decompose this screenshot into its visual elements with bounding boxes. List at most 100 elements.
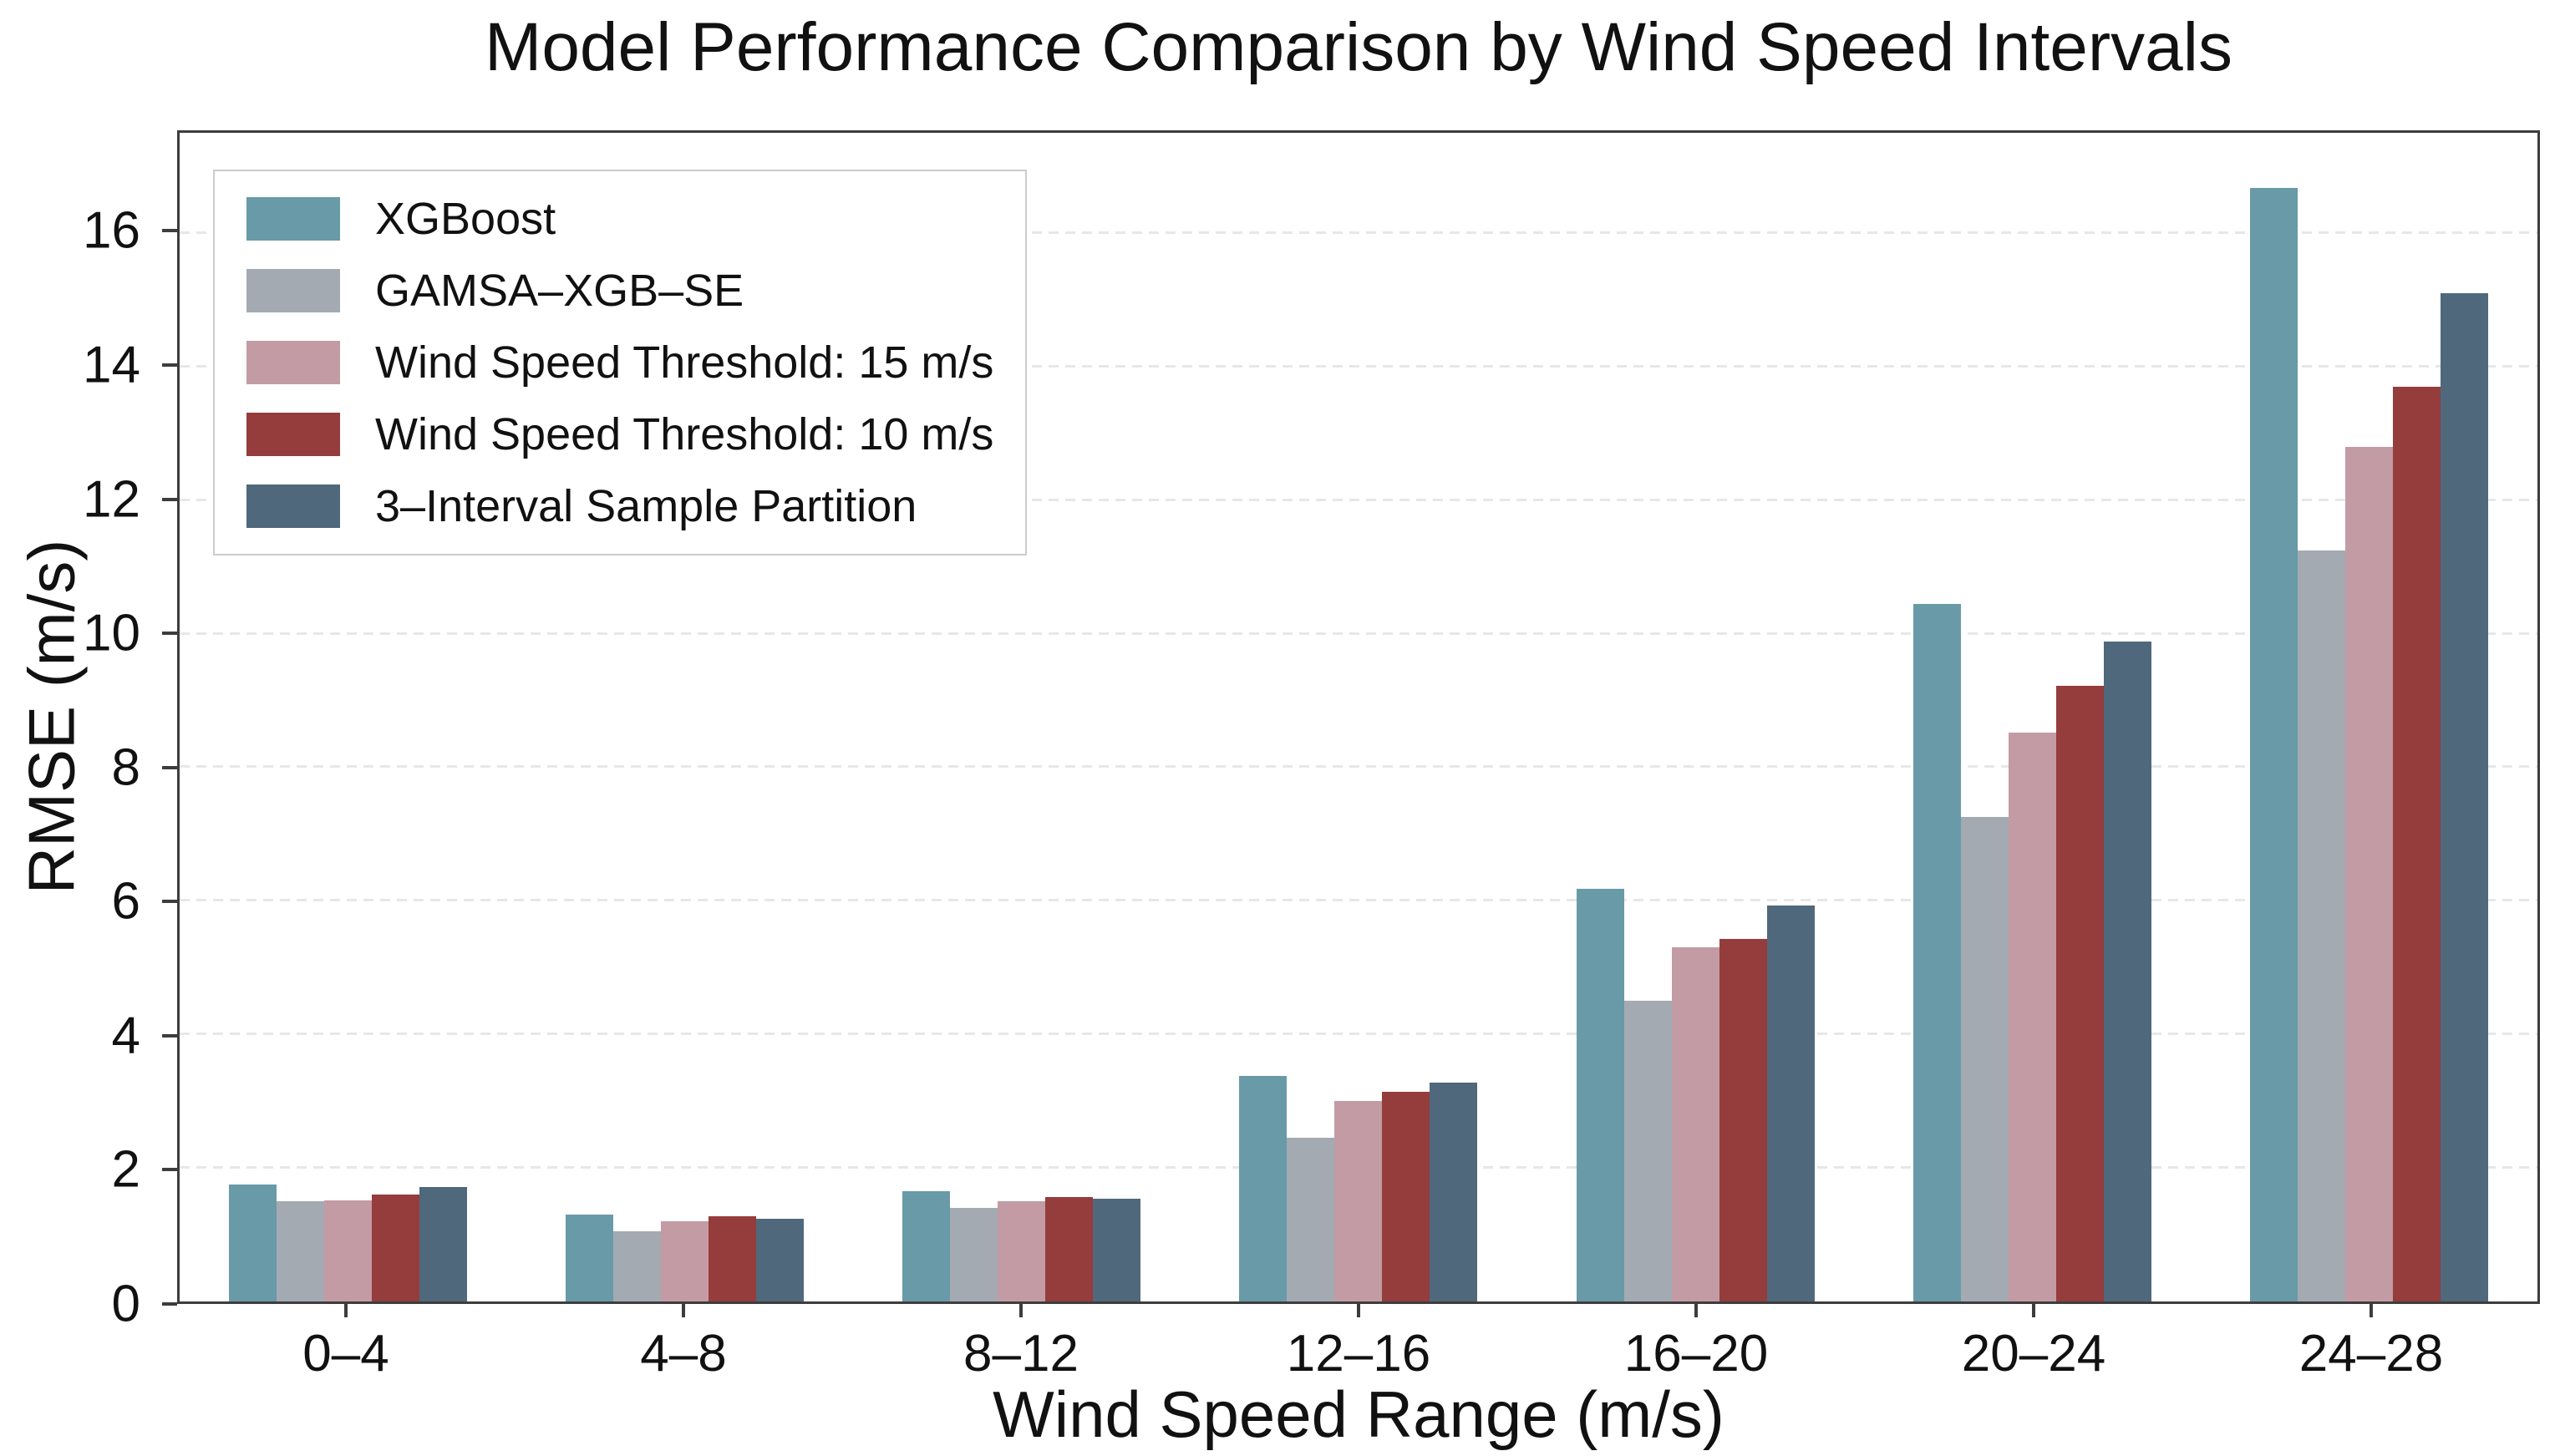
- legend-label-xgboost: XGBoost: [375, 194, 556, 244]
- gridline-y-6: [180, 899, 2537, 902]
- bar-3-interval-sample-partition-20-24: [2103, 642, 2151, 1301]
- legend-row-3-interval-sample-partition: 3–Interval Sample Partition: [246, 480, 993, 532]
- bar-wind-speed-threshold-10-m-s-16-20: [1719, 938, 1767, 1301]
- y-tick-mark-4: [162, 1033, 177, 1037]
- bar-gamsa-xgb-se-12-16: [1287, 1138, 1335, 1301]
- legend-label-3-interval-sample-partition: 3–Interval Sample Partition: [375, 481, 917, 531]
- bar-gamsa-xgb-se-8-12: [950, 1208, 998, 1301]
- legend-row-gamsa-xgb-se: GAMSA–XGB–SE: [246, 265, 993, 317]
- y-tick-label-16: 16: [83, 201, 140, 260]
- x-tick-label-24-28: 24–28: [2298, 1325, 2444, 1382]
- bar-wind-speed-threshold-10-m-s-4-8: [709, 1215, 757, 1301]
- bar-gamsa-xgb-se-24-28: [2297, 550, 2345, 1301]
- bar-gamsa-xgb-se-0-4: [277, 1201, 325, 1301]
- gridline-y-14: [180, 364, 2537, 368]
- legend-swatch-wind-speed-threshold-10-m-s: [246, 413, 340, 456]
- y-tick-label-10: 10: [83, 604, 140, 662]
- y-tick-label-14: 14: [83, 336, 140, 394]
- bar-wind-speed-threshold-15-m-s-8-12: [998, 1201, 1046, 1301]
- bar-groups: [180, 133, 2537, 1301]
- bar-gamsa-xgb-se-20-24: [1960, 817, 2009, 1301]
- y-tick-mark-12: [162, 497, 177, 501]
- bar-gamsa-xgb-se-16-20: [1623, 1001, 1672, 1301]
- y-tick-mark-16: [162, 229, 177, 233]
- x-tick-label-12-16: 12–16: [1286, 1325, 1431, 1382]
- x-tick-mark-0-4: [344, 1304, 348, 1317]
- x-tick-label-20-24: 20–24: [1961, 1325, 2106, 1382]
- plot-area: XGBoost GAMSA–XGB–SE Wind Speed Threshold:…: [177, 130, 2540, 1304]
- y-tick-label-12: 12: [83, 470, 140, 529]
- bar-xgboost-24-28: [2249, 187, 2298, 1301]
- y-tick-label-0: 0: [111, 1275, 140, 1333]
- y-tick-mark-14: [162, 363, 177, 367]
- bar-wind-speed-threshold-10-m-s-20-24: [2055, 685, 2104, 1301]
- x-tick-mark-12-16: [1357, 1304, 1360, 1317]
- bar-wind-speed-threshold-15-m-s-16-20: [1671, 947, 1719, 1301]
- bar-xgboost-0-4: [229, 1185, 277, 1301]
- bar-wind-speed-threshold-15-m-s-4-8: [661, 1221, 709, 1301]
- y-tick-label-4: 4: [111, 1007, 140, 1065]
- x-axis: 0–4 4–8 8–12 12–16 16–20 20–24 24–28: [177, 1304, 2540, 1404]
- bar-wind-speed-threshold-15-m-s-12-16: [1334, 1101, 1383, 1301]
- bar-wind-speed-threshold-10-m-s-24-28: [2392, 386, 2441, 1301]
- bar-wind-speed-threshold-10-m-s-0-4: [372, 1195, 420, 1301]
- bar-xgboost-16-20: [1576, 888, 1624, 1301]
- y-axis: 0 2 4 6 8 10 12 14 16: [0, 130, 177, 1333]
- y-tick-mark-10: [162, 632, 177, 636]
- bar-3-interval-sample-partition-24-28: [2440, 292, 2488, 1301]
- legend-swatch-gamsa-xgb-se: [246, 269, 340, 312]
- legend-row-wind-speed-threshold-10-m-s: Wind Speed Threshold: 10 m/s: [246, 408, 993, 460]
- bar-xgboost-8-12: [902, 1191, 951, 1301]
- legend-label-gamsa-xgb-se: GAMSA–XGB–SE: [375, 266, 744, 316]
- y-tick-label-2: 2: [111, 1140, 140, 1199]
- bar-wind-speed-threshold-10-m-s-12-16: [1382, 1091, 1430, 1301]
- x-axis-label: Wind Speed Range (m/s): [993, 1377, 1724, 1451]
- bar-group-8-12: [853, 133, 1190, 1301]
- y-tick-mark-6: [162, 900, 177, 904]
- legend-label-wind-speed-threshold-15-m-s: Wind Speed Threshold: 15 m/s: [375, 337, 994, 388]
- bar-group-20-24: [1864, 133, 2201, 1301]
- bar-3-interval-sample-partition-0-4: [419, 1186, 468, 1301]
- legend-label-wind-speed-threshold-10-m-s: Wind Speed Threshold: 10 m/s: [375, 409, 994, 459]
- x-tick-mark-16-20: [1694, 1304, 1698, 1317]
- bar-3-interval-sample-partition-16-20: [1766, 905, 1815, 1301]
- x-tick-label-4-8: 4–8: [640, 1325, 727, 1382]
- bar-group-16-20: [1527, 133, 1864, 1301]
- bar-group-12-16: [1190, 133, 1526, 1301]
- legend-row-xgboost: XGBoost: [246, 193, 993, 245]
- legend-row-wind-speed-threshold-15-m-s: Wind Speed Threshold: 15 m/s: [246, 337, 993, 388]
- bar-gamsa-xgb-se-4-8: [613, 1231, 662, 1301]
- x-tick-mark-20-24: [2032, 1304, 2035, 1317]
- bar-3-interval-sample-partition-8-12: [1093, 1198, 1141, 1301]
- bar-xgboost-12-16: [1239, 1075, 1288, 1301]
- legend: XGBoost GAMSA–XGB–SE Wind Speed Threshold:…: [213, 170, 1028, 556]
- bar-group-0-4: [180, 133, 516, 1301]
- x-tick-label-16-20: 16–20: [1623, 1325, 1769, 1382]
- bar-xgboost-4-8: [566, 1215, 614, 1301]
- x-tick-label-8-12: 8–12: [963, 1325, 1079, 1382]
- legend-swatch-xgboost: [246, 197, 340, 241]
- y-tick-mark-0: [162, 1302, 177, 1306]
- bar-wind-speed-threshold-15-m-s-0-4: [324, 1200, 373, 1301]
- bar-wind-speed-threshold-10-m-s-8-12: [1045, 1197, 1094, 1301]
- bar-xgboost-20-24: [1912, 603, 1961, 1301]
- legend-swatch-3-interval-sample-partition: [246, 484, 340, 528]
- bar-group-24-28: [2201, 133, 2537, 1301]
- bar-wind-speed-threshold-15-m-s-20-24: [2008, 732, 2056, 1301]
- x-tick-label-0-4: 0–4: [302, 1325, 389, 1382]
- legend-swatch-wind-speed-threshold-15-m-s: [246, 341, 340, 384]
- bar-3-interval-sample-partition-4-8: [756, 1218, 805, 1301]
- x-tick-mark-8-12: [1019, 1304, 1023, 1317]
- y-tick-label-6: 6: [111, 872, 140, 931]
- gridline-y-16: [180, 231, 2537, 234]
- y-tick-mark-8: [162, 765, 177, 769]
- y-tick-label-8: 8: [111, 738, 140, 797]
- gridline-y-4: [180, 1032, 2537, 1036]
- bar-group-4-8: [516, 133, 853, 1301]
- chart-title: Model Performance Comparison by Wind Spe…: [485, 9, 2232, 85]
- bar-wind-speed-threshold-15-m-s-24-28: [2344, 446, 2393, 1301]
- y-tick-mark-2: [162, 1168, 177, 1172]
- gridline-y-8: [180, 765, 2537, 769]
- gridline-y-12: [180, 498, 2537, 501]
